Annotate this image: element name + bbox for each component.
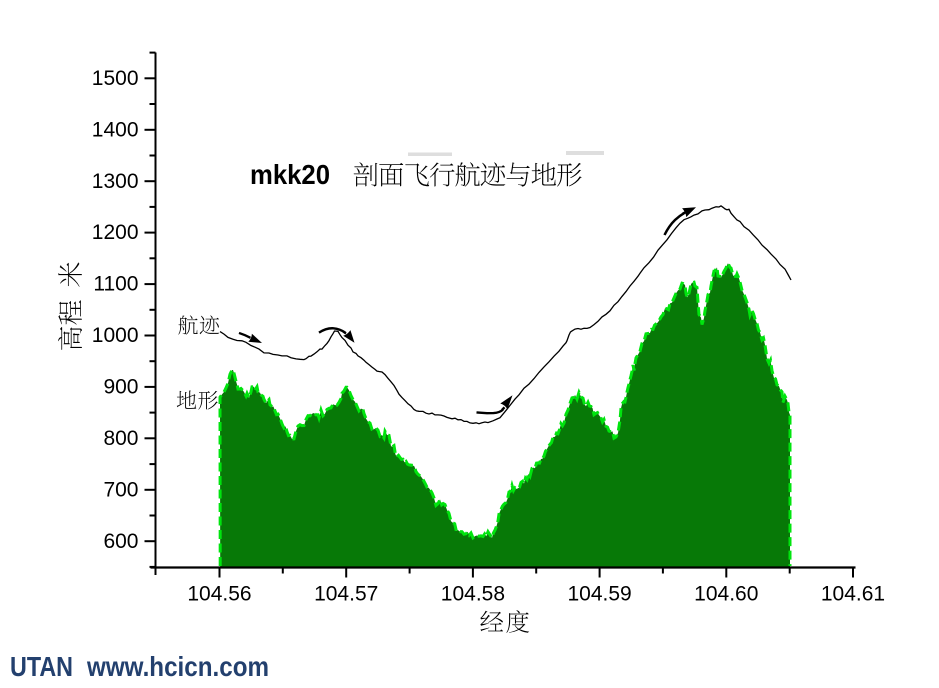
svg-text:1300: 1300 [92, 170, 139, 193]
svg-text:1100: 1100 [93, 273, 138, 296]
svg-text:700: 700 [103, 478, 138, 501]
svg-text:104.57: 104.57 [314, 583, 378, 606]
svg-text:800: 800 [103, 427, 138, 450]
svg-text:1500: 1500 [92, 67, 139, 90]
svg-text:104.60: 104.60 [694, 583, 758, 606]
svg-text:mkk20: mkk20 [250, 159, 330, 190]
svg-text:600: 600 [103, 530, 138, 553]
svg-text:UTAN: UTAN [10, 651, 73, 682]
svg-text:104.61: 104.61 [821, 583, 885, 606]
svg-text:104.58: 104.58 [441, 583, 505, 606]
svg-text:104.59: 104.59 [567, 583, 631, 606]
svg-text:1400: 1400 [92, 118, 139, 141]
svg-text:104.56: 104.56 [187, 583, 251, 606]
svg-text:www.hcicn.com: www.hcicn.com [86, 651, 269, 682]
svg-text:1000: 1000 [92, 324, 139, 347]
svg-text:900: 900 [103, 376, 138, 399]
svg-text:1200: 1200 [92, 221, 139, 244]
